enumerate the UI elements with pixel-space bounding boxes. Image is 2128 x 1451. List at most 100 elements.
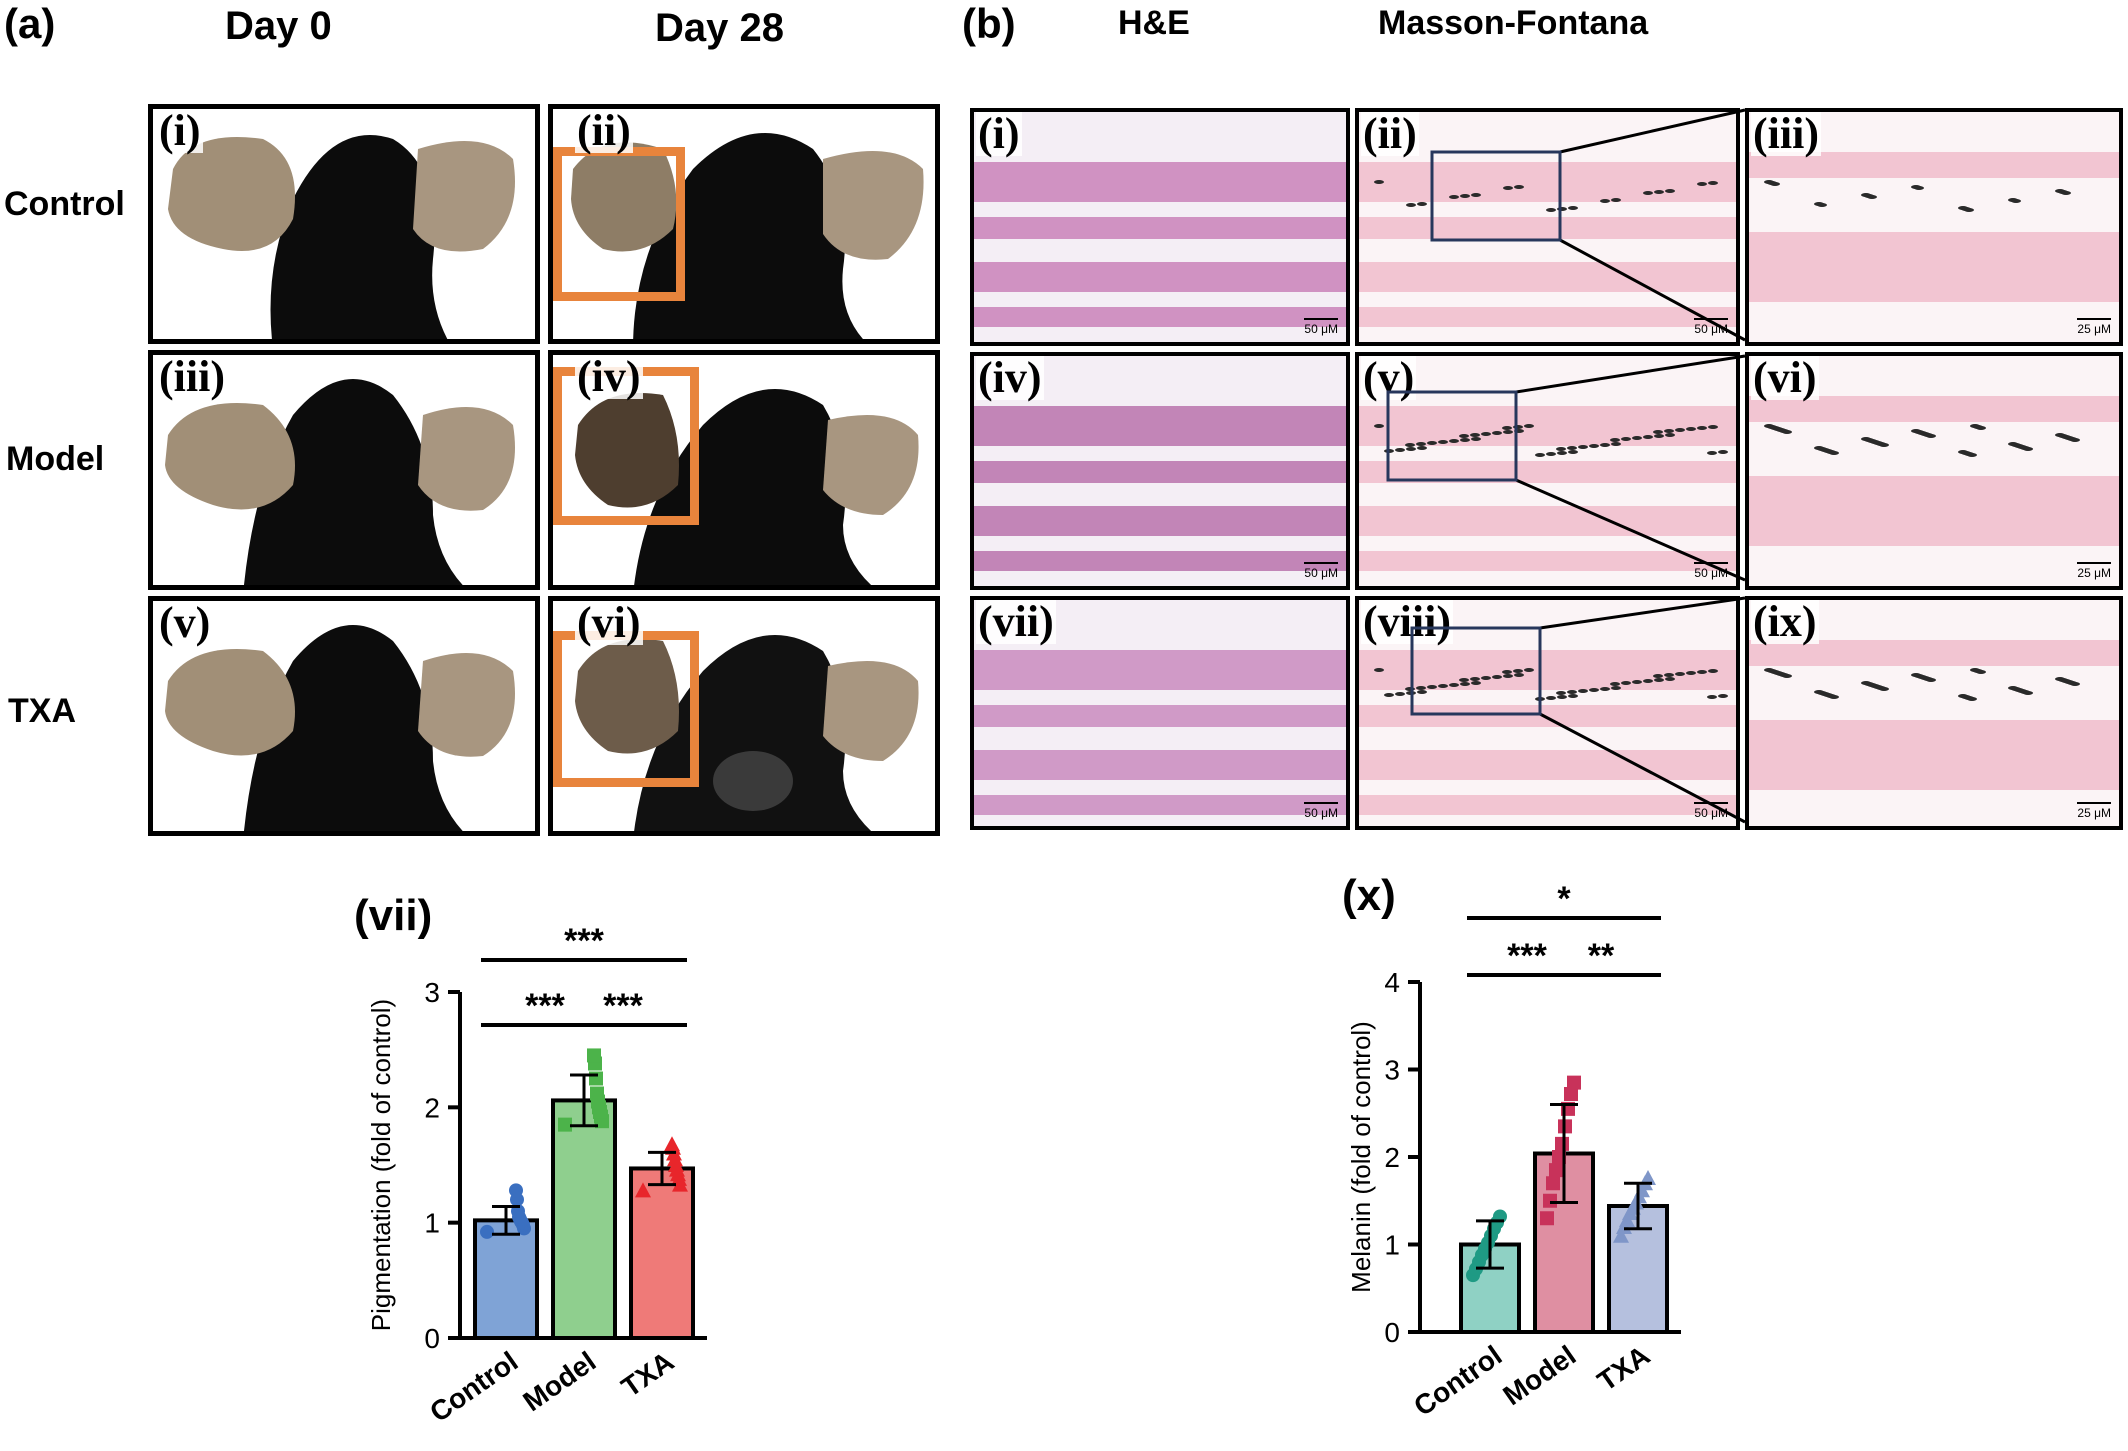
- mouse-head-illustration: [165, 625, 515, 831]
- data-point: [1540, 1211, 1554, 1226]
- tissue-section-illustration: [1749, 640, 2119, 790]
- scale-bar: 25 μM: [2077, 802, 2111, 820]
- image-label: (vi): [1751, 353, 1819, 402]
- image-label: (iii): [1751, 109, 1821, 158]
- x-tick-label: Model: [517, 1346, 601, 1418]
- tissue-section-illustration: [1749, 396, 2119, 546]
- photo-label: (v): [157, 598, 213, 647]
- tissue-section-illustration: [974, 162, 1346, 327]
- photo-label: (i): [157, 106, 203, 155]
- data-point: [1549, 1163, 1563, 1178]
- y-tick-label: 0: [1384, 1317, 1400, 1348]
- row-label-control: Control: [4, 185, 125, 223]
- chart-panel-label: (x): [1342, 871, 1396, 920]
- x-tick-label: Model: [1497, 1340, 1581, 1412]
- y-tick-label: 1: [1384, 1230, 1400, 1261]
- data-point: [1564, 1087, 1578, 1101]
- data-point: [1543, 1193, 1557, 1208]
- y-tick-label: 2: [1384, 1142, 1400, 1173]
- mouse-photo-txa-day28: (vi): [548, 596, 940, 836]
- tissue-section-illustration: [1359, 162, 1736, 327]
- x-tick-label: Control: [424, 1346, 523, 1428]
- data-point: [1567, 1075, 1581, 1090]
- y-tick-label: 4: [1384, 967, 1400, 998]
- melanin-bar-chart: (x) 0 1 2 3 4 Melanin (fold of control) Control…: [1342, 871, 1681, 1422]
- x-tick-label: TXA: [1592, 1340, 1656, 1398]
- row-label-txa: TXA: [8, 692, 76, 730]
- mouse-photo-txa-day0: (v): [148, 596, 540, 836]
- col-header-day28: Day 28: [655, 6, 784, 50]
- histology-image: (vi) 25 μM: [1745, 352, 2123, 590]
- data-point: [1555, 1136, 1569, 1151]
- tissue-section-illustration: [974, 650, 1346, 815]
- pigmentation-bar-chart: (vii) 0 1 2 3 Pigmentation (fold of control) C…: [354, 891, 707, 1428]
- histology-image: (vii) 50 μM: [970, 596, 1350, 830]
- data-point: [1546, 1176, 1560, 1191]
- image-label: (i): [976, 109, 1022, 158]
- significance-label: ***: [1507, 937, 1547, 975]
- y-tick-label: 1: [424, 1208, 440, 1239]
- tissue-section-illustration: [1359, 650, 1736, 815]
- histology-image: (ix) 25 μM: [1745, 596, 2123, 830]
- histology-image: (iii) 25 μM: [1745, 108, 2123, 346]
- histology-image: (ii) 50 μM: [1355, 108, 1740, 346]
- significance-label: **: [1588, 937, 1615, 975]
- y-tick-label: 0: [424, 1323, 440, 1354]
- image-label: (vii): [976, 597, 1056, 646]
- data-point: [664, 1136, 680, 1152]
- data-point: [635, 1182, 651, 1198]
- scale-bar: 50 μM: [1304, 562, 1338, 580]
- image-label: (iv): [976, 353, 1044, 402]
- row-label-model: Model: [6, 440, 105, 478]
- image-label: (ii): [1361, 109, 1419, 158]
- photo-label: (ii): [575, 106, 633, 155]
- photo-label: (vi): [575, 598, 643, 647]
- photo-label: (iv): [575, 352, 643, 401]
- tissue-section-illustration: [1749, 152, 2119, 302]
- y-tick-label: 2: [424, 1092, 440, 1123]
- col-header-masson-fontana: Masson-Fontana: [1378, 4, 1649, 42]
- significance-label: ***: [603, 987, 643, 1025]
- bar-control: [473, 1218, 539, 1340]
- photo-label: (iii): [157, 352, 227, 401]
- data-point: [1640, 1170, 1656, 1185]
- y-axis-label: Pigmentation (fold of control): [366, 999, 396, 1331]
- data-point: [587, 1048, 601, 1063]
- y-tick-label: 3: [424, 977, 440, 1008]
- mouse-photo-control-day0: (i): [148, 104, 540, 344]
- scale-bar: 25 μM: [2077, 562, 2111, 580]
- histology-image: (iv) 50 μM: [970, 352, 1350, 590]
- col-header-he: H&E: [1118, 4, 1190, 42]
- data-point: [558, 1117, 572, 1132]
- tissue-section-illustration: [1359, 406, 1736, 571]
- mouse-head-illustration: [165, 379, 515, 585]
- image-label: (viii): [1361, 597, 1453, 646]
- mouse-photo-control-day28: (ii): [548, 104, 940, 344]
- data-point: [509, 1183, 523, 1198]
- y-axis-label: Melanin (fold of control): [1346, 1021, 1376, 1293]
- scale-bar: 50 μM: [1304, 318, 1338, 336]
- data-point: [480, 1224, 494, 1239]
- tissue-section-illustration: [974, 406, 1346, 571]
- mouse-photo-model-day28: (iv): [548, 350, 940, 590]
- mouse-photo-model-day0: (iii): [148, 350, 540, 590]
- significance-label: ***: [564, 922, 604, 960]
- mouse-head-illustration: [571, 133, 924, 339]
- panel-b-label: (b): [962, 0, 1016, 47]
- y-tick-label: 3: [1384, 1055, 1400, 1086]
- significance-label: *: [1557, 880, 1571, 918]
- data-point: [1613, 1227, 1629, 1243]
- image-label: (ix): [1751, 597, 1819, 646]
- x-tick-label: TXA: [616, 1346, 680, 1404]
- scale-bar: 25 μM: [2077, 318, 2111, 336]
- data-point: [590, 1086, 604, 1101]
- significance-label: ***: [525, 987, 565, 1025]
- chart-panel-label: (vii): [354, 891, 432, 940]
- col-header-day0: Day 0: [225, 4, 332, 48]
- mouse-head-illustration: [168, 135, 515, 339]
- bar-model: [551, 1098, 617, 1340]
- histology-image: (i) 50 μM: [970, 108, 1350, 346]
- x-tick-label: Control: [1408, 1340, 1507, 1422]
- scale-bar: 50 μM: [1304, 802, 1338, 820]
